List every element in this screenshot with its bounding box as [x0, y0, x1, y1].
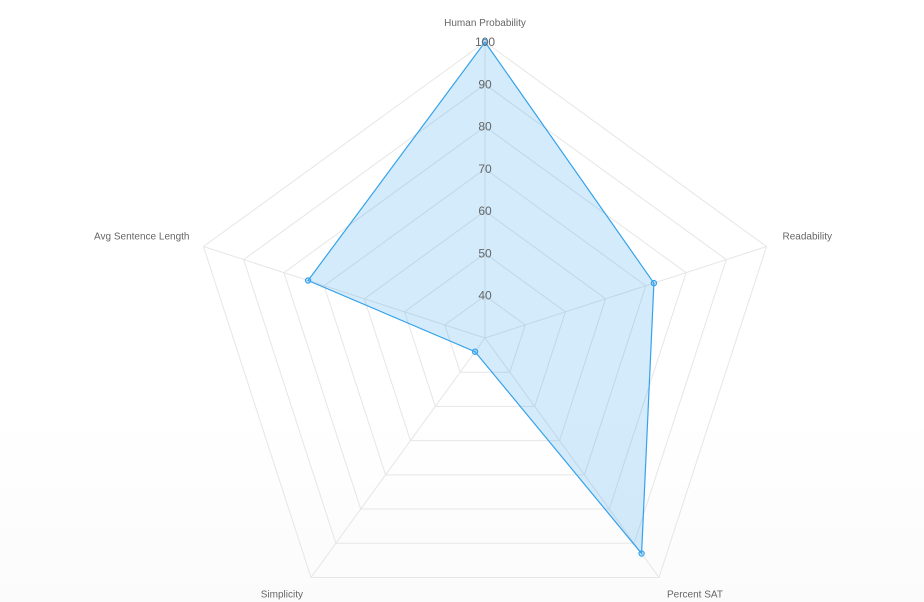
data-point-3 — [471, 348, 479, 355]
grid-ring-100 — [202, 41, 768, 578]
spoke-1 — [484, 246, 767, 339]
data-point-0 — [481, 38, 489, 46]
tick-label-80: 80 — [478, 120, 492, 134]
axis-label-human-probability: Human Probability — [444, 18, 526, 29]
series-area-0 — [307, 40, 655, 556]
grid-ring-60 — [363, 210, 607, 442]
grid-ring-80 — [283, 125, 687, 510]
data-point-2 — [638, 550, 645, 557]
tick-label-100: 100 — [475, 35, 495, 49]
radar-grid — [202, 41, 768, 578]
axis-label-readability: Readability — [783, 232, 832, 243]
tick-label-90: 90 — [478, 77, 492, 91]
axis-label-percent-sat: Percent SAT — [667, 589, 723, 600]
radar-series — [304, 38, 658, 557]
tick-label-60: 60 — [478, 204, 492, 218]
grid-ring-90 — [243, 83, 727, 544]
spoke-2 — [484, 337, 660, 578]
radar-ticks: 40 50 60 70 80 90 100 — [475, 35, 495, 303]
tick-label-40: 40 — [478, 289, 492, 303]
data-point-1 — [650, 279, 658, 287]
tick-label-50: 50 — [478, 246, 492, 260]
spoke-3 — [310, 337, 486, 578]
grid-ring-70 — [323, 168, 647, 476]
axis-label-simplicity: Simplicity — [261, 589, 303, 600]
spoke-4 — [203, 246, 486, 339]
axis-label-avg-sentence-length: Avg Sentence Length — [94, 232, 189, 243]
grid-ring-50 — [403, 252, 567, 407]
data-point-4 — [304, 277, 312, 284]
radar-spokes — [203, 42, 767, 578]
radar-axis-labels: Human Probability Readability Percent SAT S… — [94, 18, 832, 600]
grid-ring-40 — [444, 295, 526, 373]
tick-label-70: 70 — [478, 162, 492, 176]
